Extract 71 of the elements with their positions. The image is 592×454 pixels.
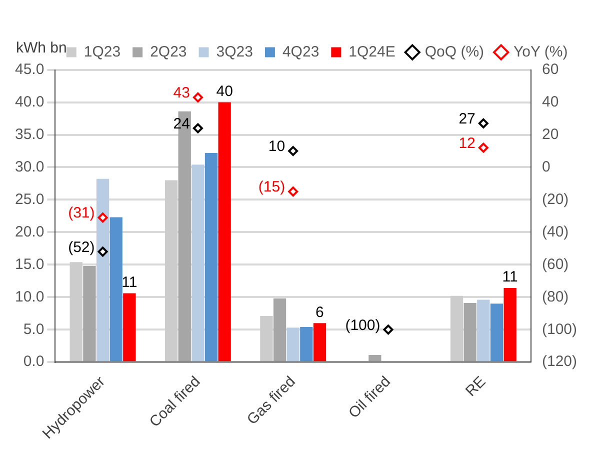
bar [218, 102, 231, 362]
bar [204, 152, 218, 362]
y-tick-label: 20.0 [14, 223, 44, 240]
bar [260, 316, 273, 362]
legend-label: 3Q23 [216, 43, 253, 60]
bar [123, 293, 136, 362]
point [478, 142, 488, 153]
y-axis-title: kWh bn [16, 39, 67, 56]
y-tick-label: 30.0 [14, 158, 44, 176]
bar [368, 354, 382, 362]
data-label: (15) [258, 178, 286, 196]
point [288, 146, 298, 156]
bar [450, 296, 464, 362]
bar [273, 298, 286, 362]
y2-tick-label: (120) [542, 353, 578, 370]
data-label: 40 [216, 82, 233, 100]
legend-label: 1Q24E [348, 43, 396, 60]
data-label: 6 [316, 304, 324, 321]
point [478, 118, 488, 128]
legend-label: 4Q23 [282, 43, 320, 60]
data-label: (31) [68, 204, 95, 222]
y-tick-label: 15.0 [14, 256, 44, 273]
y2-tick-label: (80) [542, 288, 569, 306]
bar [286, 328, 300, 362]
y2-tick-label: (20) [542, 190, 569, 208]
point [383, 324, 394, 335]
data-label: 24 [173, 115, 190, 132]
data-label: 43 [173, 84, 190, 102]
y-tick-label: 35.0 [14, 126, 44, 143]
data-label: (52) [68, 238, 95, 256]
x-tick-label: RE [462, 373, 490, 400]
y2-tick-label: 60 [542, 60, 559, 78]
y-tick-label: 10.0 [14, 288, 44, 306]
bar [83, 266, 96, 362]
y2-tick-label: (60) [542, 256, 569, 273]
y2-tick-label: 0 [542, 158, 550, 176]
bar [70, 262, 82, 362]
legend-label: 2Q23 [150, 43, 187, 60]
data-label: 11 [502, 268, 518, 286]
y-tick-label: 25.0 [14, 190, 44, 208]
y2-tick-label: (40) [542, 223, 569, 240]
y-tick-label: 0.0 [23, 353, 44, 370]
bar [300, 327, 313, 362]
y-tick-label: 40.0 [14, 93, 44, 110]
y2-tick-label: (100) [542, 320, 578, 338]
bar [490, 304, 504, 362]
legend-label: QoQ (%) [424, 43, 484, 60]
bar [313, 323, 326, 362]
y2-tick-label: 40 [542, 93, 559, 110]
y-tick-label: 5.0 [23, 320, 44, 338]
data-label: 10 [268, 138, 286, 156]
bar [96, 178, 110, 362]
bar [164, 180, 178, 362]
y-tick-label: 45.0 [14, 60, 44, 78]
bar [192, 164, 204, 362]
legend-label: 1Q23 [84, 43, 121, 60]
point [192, 123, 203, 134]
bar [464, 302, 476, 362]
bar [110, 217, 122, 362]
data-label: (100) [345, 316, 380, 334]
point [98, 246, 108, 257]
data-label: 27 [458, 110, 476, 128]
data-label: 11 [122, 274, 138, 291]
legend-label: YoY (%) [514, 43, 568, 60]
point [98, 212, 108, 223]
point [192, 92, 203, 102]
point [288, 186, 298, 197]
bar [504, 288, 516, 362]
data-label: 12 [458, 134, 476, 152]
bar [477, 300, 490, 362]
y2-tick-label: 20 [542, 126, 559, 143]
